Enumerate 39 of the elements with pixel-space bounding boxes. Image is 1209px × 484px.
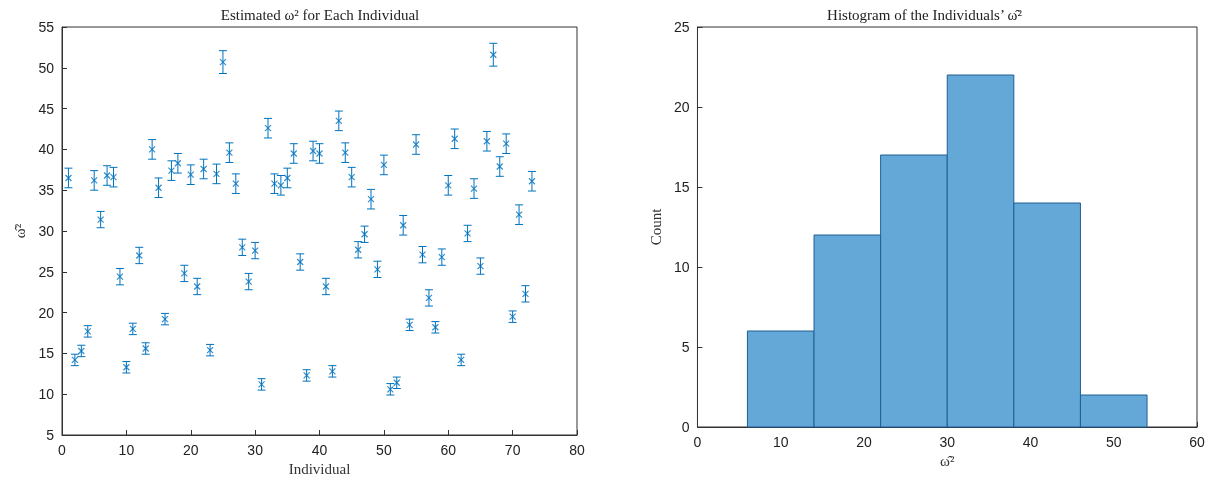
x-tick-label: 30 xyxy=(247,442,264,458)
x-tick-label: 30 xyxy=(939,434,956,450)
x-axis-title: Individual xyxy=(288,461,351,478)
y-tick-label: 20 xyxy=(673,99,690,115)
y-axis-title: ω̂² xyxy=(12,223,29,239)
y-tick-label: 5 xyxy=(681,339,690,355)
x-tick-label: 60 xyxy=(440,442,457,458)
x-tick-label: 40 xyxy=(1022,434,1039,450)
x-tick-label: 20 xyxy=(182,442,199,458)
y-tick-label: 15 xyxy=(38,345,55,362)
y-tick-label: 20 xyxy=(38,304,55,321)
x-tick-label: 20 xyxy=(856,434,872,450)
y-tick-label: 40 xyxy=(38,141,55,158)
chart-title: Histogram of the Individuals’ ω̂² xyxy=(827,6,1023,23)
x-tick-label: 0 xyxy=(58,442,67,458)
x-tick-label: 10 xyxy=(118,442,135,458)
x-tick-label: 10 xyxy=(772,434,789,450)
y-tick-label: 10 xyxy=(38,386,55,403)
x-tick-label: 60 xyxy=(1189,434,1205,450)
y-tick-label: 25 xyxy=(38,263,55,280)
y-tick-label: 15 xyxy=(673,179,690,195)
y-tick-label: 0 xyxy=(681,419,690,435)
y-tick-label: 35 xyxy=(38,182,55,199)
x-tick-label: 50 xyxy=(1105,434,1122,450)
x-tick-label: 0 xyxy=(693,434,702,450)
x-tick-label: 40 xyxy=(311,442,328,458)
chart-title: Estimated ω² for Each Individual xyxy=(220,6,420,23)
x-tick-label: 80 xyxy=(569,442,585,458)
y-tick-label: 55 xyxy=(38,19,55,35)
x-tick-label: 50 xyxy=(376,442,392,458)
y-tick-label: 50 xyxy=(38,59,55,76)
y-tick-label: 30 xyxy=(38,223,55,239)
y-axis-title: Count xyxy=(647,207,664,246)
y-tick-label: 45 xyxy=(38,100,55,117)
y-tick-label: 10 xyxy=(673,259,690,275)
x-axis-title: ω̂² xyxy=(940,453,955,470)
y-tick-label: 25 xyxy=(673,19,690,35)
y-tick-label: 5 xyxy=(46,427,55,443)
x-tick-label: 70 xyxy=(504,442,521,458)
